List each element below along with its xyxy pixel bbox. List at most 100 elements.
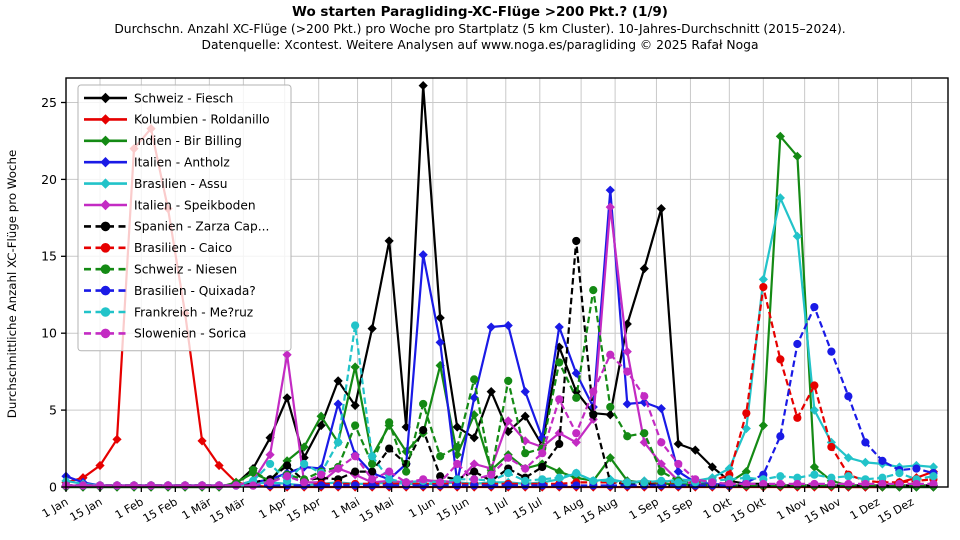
diamond-marker-icon	[384, 236, 394, 246]
legend-label: Kolumbien - Roldanillo	[134, 113, 270, 127]
chart-subtitle-line2: Datenquelle: Xcontest. Weitere Analysen …	[202, 38, 759, 52]
circle-marker-icon	[657, 476, 666, 485]
circle-marker-icon	[300, 459, 309, 469]
diamond-marker-icon	[486, 322, 496, 332]
diamond-marker-icon	[452, 450, 462, 460]
legend-label: Frankreich - Me?ruz	[134, 305, 253, 319]
circle-marker-icon	[827, 479, 836, 489]
circle-marker-icon	[100, 221, 111, 232]
diamond-marker-icon	[656, 403, 666, 414]
circle-marker-icon	[929, 479, 938, 489]
circle-marker-icon	[100, 307, 111, 317]
circle-marker-icon	[197, 481, 207, 490]
circle-marker-icon	[351, 321, 360, 330]
circle-marker-icon	[759, 479, 768, 489]
circle-marker-icon	[100, 264, 111, 275]
legend-item: Kolumbien - Roldanillo	[84, 113, 270, 127]
series-line	[66, 353, 934, 487]
circle-marker-icon	[214, 481, 224, 490]
circle-marker-icon	[606, 476, 615, 485]
diamond-marker-icon	[622, 319, 632, 329]
diamond-marker-icon	[100, 157, 111, 168]
diamond-marker-icon	[571, 368, 581, 378]
x-tick-label: 1 Apr	[257, 495, 290, 521]
circle-marker-icon	[470, 375, 479, 384]
circle-marker-icon	[248, 481, 258, 490]
legend-item: Italien - Antholz	[84, 156, 230, 170]
circle-marker-icon	[912, 479, 921, 489]
legend-box	[77, 84, 292, 352]
circle-marker-icon	[793, 479, 802, 489]
diamond-marker-icon	[486, 387, 496, 397]
legend-label: Italien - Speikboden	[134, 198, 256, 212]
diamond-marker-icon	[469, 393, 479, 403]
circle-marker-icon	[742, 409, 751, 418]
diamond-marker-icon	[605, 453, 615, 463]
circle-marker-icon	[878, 479, 887, 489]
diamond-marker-icon	[673, 467, 683, 477]
circle-marker-icon	[606, 350, 615, 359]
chart-subtitle-line1: Durchschn. Anzahl XC-Flüge (>200 Pkt.) p…	[114, 22, 845, 36]
circle-marker-icon	[555, 481, 564, 490]
circle-marker-icon	[878, 473, 887, 482]
circle-marker-icon	[300, 478, 309, 487]
circle-marker-icon	[572, 393, 581, 402]
diamond-marker-icon	[282, 350, 292, 360]
circle-marker-icon	[572, 469, 581, 478]
circle-marker-icon	[844, 472, 853, 481]
diamond-marker-icon	[520, 387, 530, 397]
diamond-marker-icon	[520, 411, 530, 421]
legend-label: Schweiz - Fiesch	[134, 91, 233, 105]
circle-marker-icon	[419, 425, 428, 435]
circle-marker-icon	[827, 347, 836, 356]
x-tick-label: 15 Nov	[802, 495, 843, 526]
circle-marker-icon	[368, 459, 377, 469]
legend-item: Slowenien - Sorica	[84, 327, 246, 341]
legend-item: Brasilien - Quixada?	[84, 284, 256, 298]
circle-marker-icon	[827, 473, 836, 482]
legend-label: Brasilien - Caico	[134, 241, 232, 255]
diamond-marker-icon	[792, 231, 802, 241]
circle-marker-icon	[589, 286, 598, 295]
diamond-marker-icon	[673, 439, 683, 449]
diamond-marker-icon	[100, 199, 111, 211]
diamond-marker-icon	[758, 420, 768, 431]
diamond-marker-icon	[656, 204, 666, 214]
diamond-marker-icon	[622, 347, 632, 357]
circle-marker-icon	[810, 302, 819, 312]
diamond-marker-icon	[469, 433, 479, 443]
circle-marker-icon	[555, 395, 564, 404]
x-tick-label: 15 Aug	[579, 495, 620, 526]
circle-marker-icon	[640, 429, 649, 438]
circle-marker-icon	[470, 475, 479, 484]
circle-marker-icon	[521, 476, 530, 485]
diamond-marker-icon	[639, 397, 649, 408]
diamond-marker-icon	[100, 92, 111, 104]
x-tick-label: 1 Jan	[40, 495, 71, 520]
y-tick-label: 10	[41, 326, 57, 341]
circle-marker-icon	[231, 481, 241, 490]
circle-marker-icon	[725, 479, 734, 489]
diamond-marker-icon	[316, 420, 326, 431]
circle-marker-icon	[572, 236, 581, 246]
circle-marker-icon	[810, 381, 819, 390]
circle-marker-icon	[776, 432, 785, 441]
circle-marker-icon	[555, 473, 564, 482]
circle-marker-icon	[385, 475, 394, 484]
legend-label: Brasilien - Assu	[134, 177, 227, 191]
circle-marker-icon	[538, 462, 547, 472]
circle-marker-icon	[436, 478, 445, 487]
circle-marker-icon	[504, 469, 513, 478]
circle-marker-icon	[265, 459, 275, 469]
diamond-marker-icon	[95, 460, 105, 471]
diamond-marker-icon	[469, 459, 479, 469]
circle-marker-icon	[861, 479, 870, 489]
circle-marker-icon	[419, 475, 428, 484]
circle-marker-icon	[912, 464, 921, 473]
circle-marker-icon	[793, 413, 802, 422]
diamond-marker-icon	[537, 433, 547, 443]
diamond-marker-icon	[605, 202, 615, 212]
legend-item: Brasilien - Assu	[84, 177, 227, 191]
circle-marker-icon	[793, 473, 802, 482]
